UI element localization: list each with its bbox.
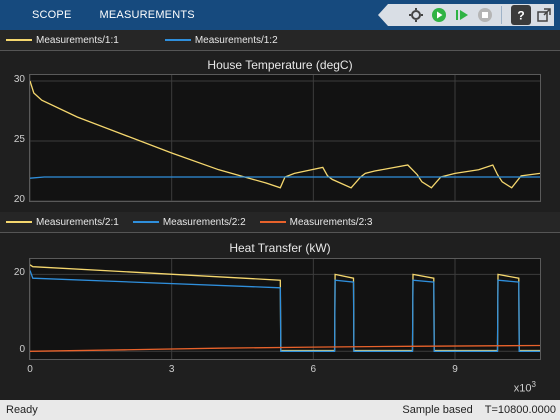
legend-heat-transfer: Measurements/2:1 Measurements/2:2 Measur…	[0, 212, 560, 233]
x-tick-label: 6	[310, 364, 317, 375]
status-ready: Ready	[6, 404, 38, 416]
legend-swatch	[259, 221, 286, 223]
x-tick-label: 0	[27, 364, 33, 375]
status-bar: Ready Sample based T=10800.0000	[0, 400, 560, 420]
legend-entry[interactable]: Measurements/2:2	[132, 216, 246, 228]
x-exponent-power: 3	[531, 380, 536, 389]
legend-swatch	[132, 221, 159, 223]
plot-title-temperature: House Temperature (degC)	[207, 58, 353, 72]
y-tick-label: 20	[13, 267, 25, 279]
legend-entry[interactable]: Measurements/2:1	[6, 217, 119, 228]
heat-transfer-plot	[30, 259, 540, 359]
axes-heat-transfer[interactable]	[29, 258, 541, 360]
legend-label: Measurements/2:3	[289, 216, 373, 228]
quick-access-tools: ?	[378, 4, 554, 26]
legend-label: Measurements/1:1	[36, 34, 119, 46]
plot-title-heat-transfer: Heat Transfer (kW)	[229, 241, 331, 255]
legend-entry[interactable]: Measurements/1:1	[6, 35, 119, 46]
help-icon[interactable]: ?	[511, 5, 531, 25]
x-tick-label: 9	[452, 364, 458, 375]
legend-temperature: Measurements/1:1 Measurements/1:2	[0, 30, 560, 51]
status-time: T=10800.0000	[484, 404, 556, 416]
toolbar-separator	[501, 6, 502, 24]
axes-temperature[interactable]	[29, 74, 541, 202]
series-line	[30, 176, 540, 179]
stop-icon[interactable]	[475, 5, 495, 25]
x-exponent-label: x103	[514, 380, 536, 395]
series-line	[30, 270, 540, 352]
tab-measurements[interactable]: MEASUREMENTS	[99, 9, 195, 21]
toolstrip: SCOPE MEASUREMENTS	[0, 0, 560, 30]
legend-swatch	[6, 39, 32, 41]
legend-label: Measurements/2:1	[36, 216, 119, 228]
y-tick-label: 20	[13, 194, 25, 205]
run-icon[interactable]	[429, 5, 449, 25]
legend-label: Measurements/1:2	[194, 34, 278, 46]
settings-gear-icon[interactable]	[406, 5, 426, 25]
status-mode: Sample based	[402, 404, 473, 416]
y-tick-label: 30	[13, 74, 25, 85]
legend-entry[interactable]: Measurements/2:3	[259, 216, 373, 228]
undock-icon[interactable]	[534, 5, 554, 25]
x-tick-label: 3	[168, 364, 175, 375]
legend-swatch	[6, 221, 32, 223]
svg-text:?: ?	[517, 9, 524, 23]
legend-swatch	[164, 39, 191, 41]
temperature-plot	[30, 75, 540, 201]
y-tick-label: 25	[13, 134, 25, 145]
step-forward-icon[interactable]	[452, 5, 472, 25]
x-exponent-base: x10	[513, 382, 532, 395]
tab-scope[interactable]: SCOPE	[32, 9, 72, 21]
y-tick-label: 0	[19, 344, 25, 356]
series-line	[30, 264, 540, 352]
series-line	[30, 80, 540, 189]
legend-entry[interactable]: Measurements/1:2	[164, 34, 278, 46]
legend-label: Measurements/2:2	[162, 216, 246, 228]
series-line	[30, 344, 540, 352]
